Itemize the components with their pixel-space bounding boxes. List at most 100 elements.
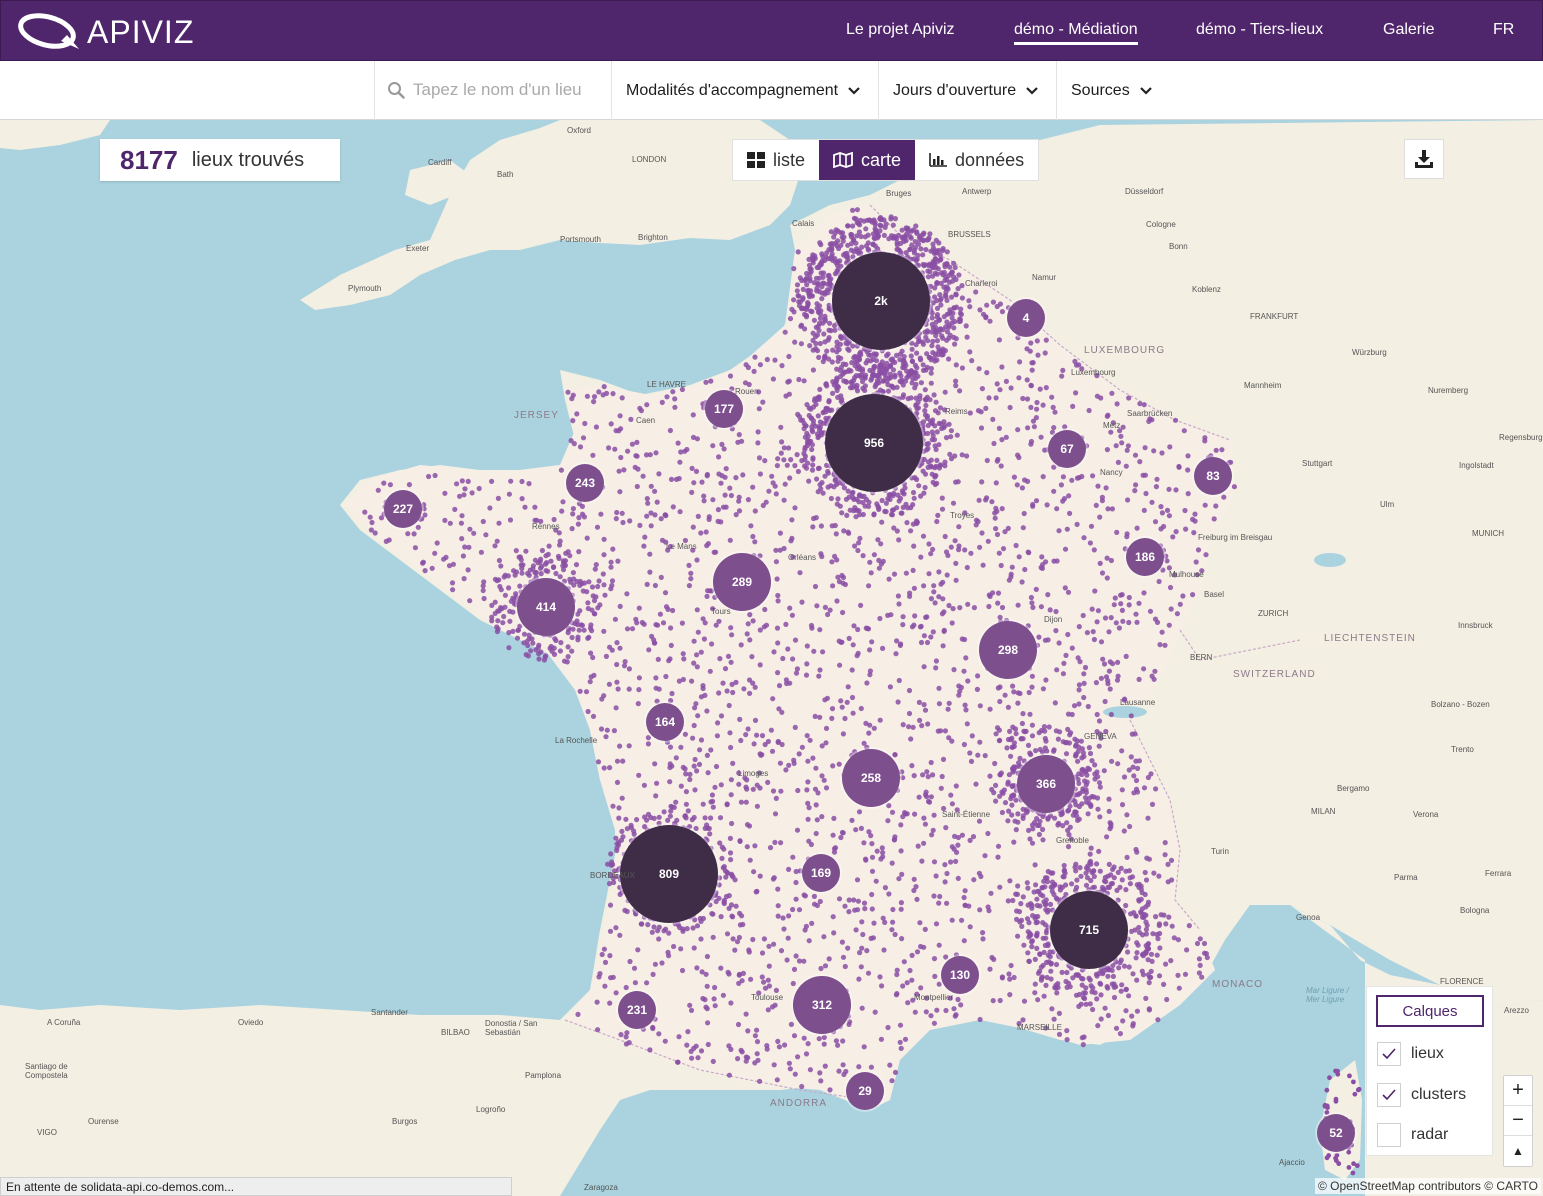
place-point[interactable]: [930, 772, 936, 778]
place-point[interactable]: [1069, 881, 1075, 887]
place-point[interactable]: [854, 220, 860, 226]
place-point[interactable]: [569, 526, 575, 532]
place-point[interactable]: [781, 457, 787, 463]
place-point[interactable]: [820, 649, 826, 655]
place-point[interactable]: [625, 448, 631, 454]
place-point[interactable]: [911, 543, 917, 549]
place-point[interactable]: [1016, 909, 1023, 915]
place-point[interactable]: [967, 410, 973, 416]
place-point[interactable]: [786, 1060, 793, 1066]
place-point[interactable]: [1161, 981, 1167, 988]
place-point[interactable]: [839, 510, 845, 516]
place-point[interactable]: [864, 680, 870, 686]
place-point[interactable]: [1098, 992, 1104, 998]
place-point[interactable]: [915, 843, 921, 849]
place-point[interactable]: [779, 741, 785, 748]
place-point[interactable]: [823, 740, 829, 746]
place-point[interactable]: [1083, 782, 1089, 788]
place-point[interactable]: [924, 413, 931, 419]
place-point[interactable]: [928, 551, 934, 557]
place-point[interactable]: [770, 788, 777, 794]
place-point[interactable]: [920, 468, 926, 474]
place-point[interactable]: [665, 606, 671, 613]
place-point[interactable]: [772, 483, 778, 489]
place-point[interactable]: [814, 288, 820, 294]
place-point[interactable]: [593, 562, 599, 568]
place-point[interactable]: [783, 621, 789, 628]
place-point[interactable]: [1025, 808, 1031, 814]
place-point[interactable]: [1060, 671, 1066, 677]
place-point[interactable]: [667, 779, 673, 785]
place-point[interactable]: [879, 519, 885, 525]
place-point[interactable]: [929, 437, 935, 443]
place-point[interactable]: [601, 765, 607, 771]
place-point[interactable]: [878, 1036, 885, 1042]
place-point[interactable]: [979, 386, 986, 392]
place-point[interactable]: [1097, 560, 1103, 567]
place-point[interactable]: [844, 254, 851, 260]
place-point[interactable]: [1045, 816, 1051, 822]
place-point[interactable]: [770, 696, 776, 702]
place-point[interactable]: [1081, 671, 1087, 677]
place-point[interactable]: [961, 894, 967, 901]
place-point[interactable]: [834, 243, 840, 249]
place-point[interactable]: [708, 747, 714, 753]
place-point[interactable]: [1113, 1025, 1120, 1031]
place-point[interactable]: [1052, 700, 1058, 706]
place-point[interactable]: [1017, 755, 1023, 762]
place-point[interactable]: [1015, 811, 1021, 817]
place-point[interactable]: [886, 492, 892, 498]
place-point[interactable]: [871, 725, 877, 731]
place-point[interactable]: [1123, 463, 1129, 469]
place-point[interactable]: [1128, 754, 1134, 760]
place-point[interactable]: [1101, 768, 1107, 774]
place-point[interactable]: [888, 357, 894, 363]
place-point[interactable]: [1109, 880, 1115, 887]
place-point[interactable]: [878, 541, 884, 547]
place-point[interactable]: [909, 763, 915, 769]
place-point[interactable]: [1114, 887, 1120, 894]
place-point[interactable]: [792, 463, 798, 469]
place-point[interactable]: [805, 779, 811, 785]
place-point[interactable]: [887, 1062, 893, 1068]
place-point[interactable]: [828, 243, 835, 249]
place-point[interactable]: [1005, 704, 1012, 710]
place-point[interactable]: [452, 506, 458, 512]
place-point[interactable]: [500, 620, 506, 626]
place-point[interactable]: [776, 1044, 783, 1050]
place-point[interactable]: [870, 372, 876, 378]
place-point[interactable]: [819, 553, 825, 560]
place-point[interactable]: [826, 327, 832, 333]
place-point[interactable]: [802, 277, 808, 284]
place-point[interactable]: [914, 256, 920, 262]
place-point[interactable]: [943, 954, 949, 960]
place-point[interactable]: [910, 502, 916, 508]
place-point[interactable]: [862, 906, 868, 912]
place-point[interactable]: [973, 289, 979, 295]
place-point[interactable]: [1044, 974, 1050, 981]
place-point[interactable]: [959, 365, 966, 371]
place-point[interactable]: [971, 877, 977, 883]
place-point[interactable]: [743, 799, 749, 805]
place-point[interactable]: [790, 854, 796, 860]
place-point[interactable]: [821, 280, 827, 286]
place-point[interactable]: [1072, 864, 1078, 870]
place-point[interactable]: [918, 639, 925, 646]
place-point[interactable]: [651, 637, 657, 643]
place-point[interactable]: [840, 731, 847, 737]
place-point[interactable]: [849, 694, 856, 701]
place-point[interactable]: [1132, 731, 1138, 737]
place-point[interactable]: [920, 261, 926, 268]
place-point[interactable]: [938, 280, 944, 286]
place-point[interactable]: [620, 519, 626, 526]
place-point[interactable]: [1032, 862, 1038, 868]
place-point[interactable]: [663, 926, 669, 932]
place-point[interactable]: [920, 362, 926, 368]
place-point[interactable]: [896, 677, 902, 684]
place-point[interactable]: [767, 845, 774, 851]
place-point[interactable]: [903, 362, 909, 368]
place-point[interactable]: [962, 510, 968, 516]
place-point[interactable]: [719, 844, 725, 850]
place-point[interactable]: [962, 636, 968, 643]
place-point[interactable]: [1115, 761, 1121, 767]
